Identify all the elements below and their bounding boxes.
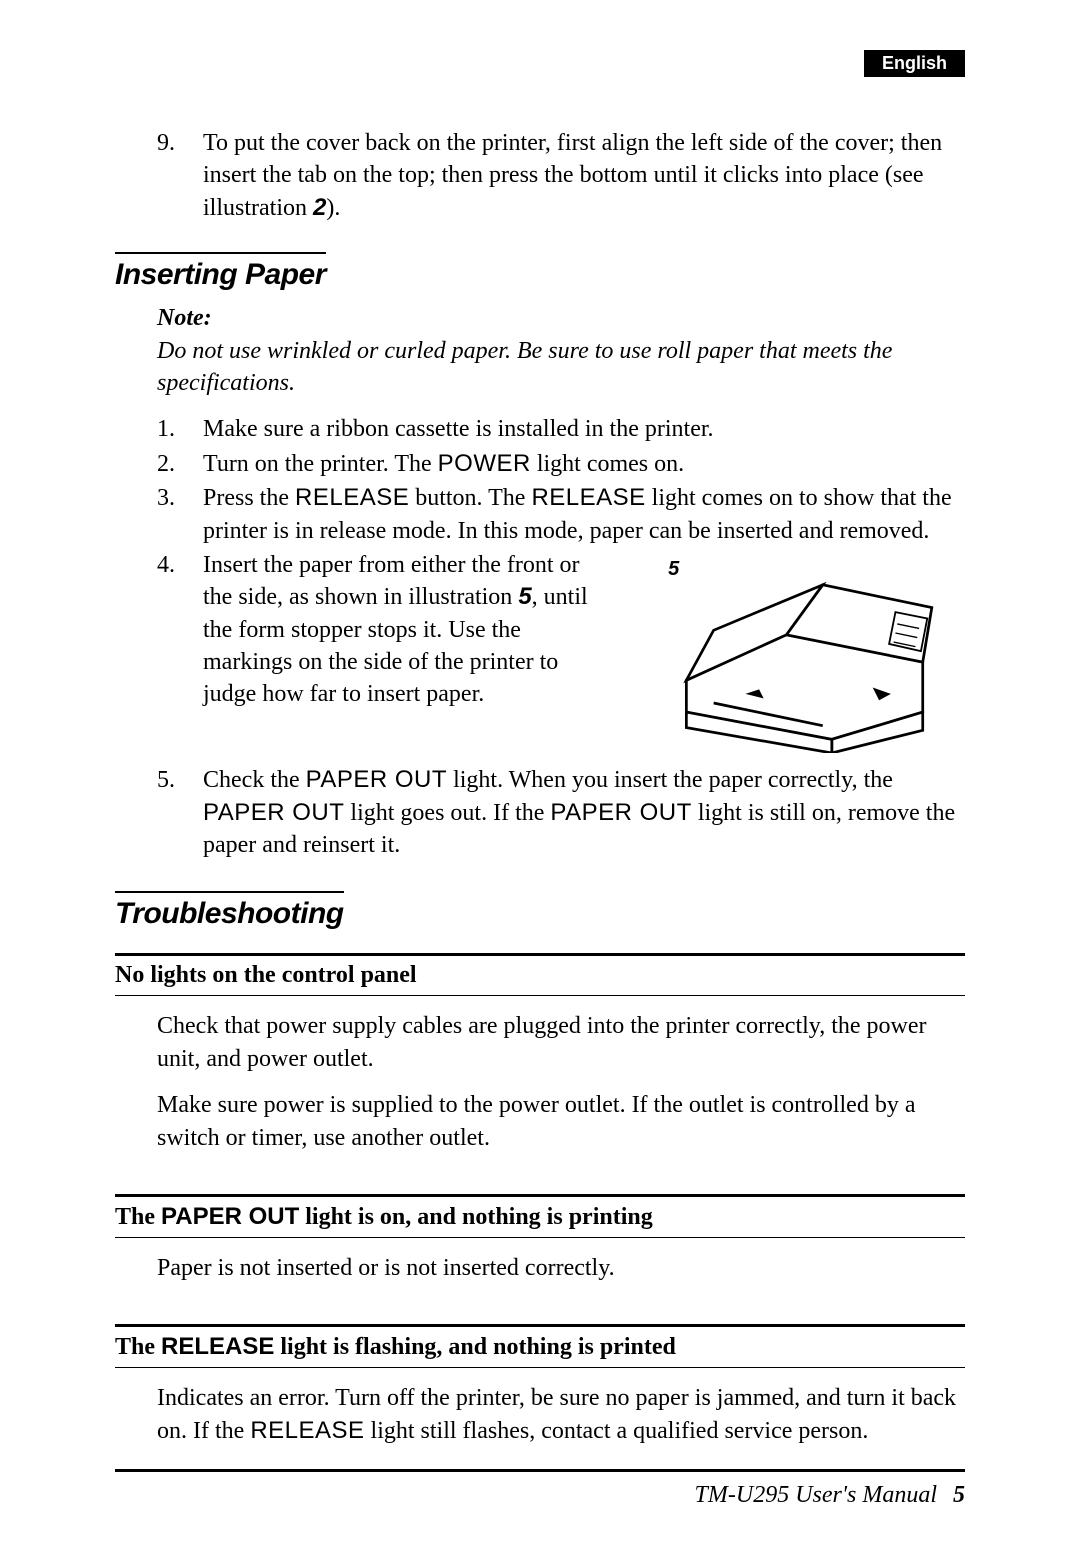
step-text: Insert the paper from either the front o… [203, 549, 965, 762]
page-number: 5 [953, 1482, 965, 1508]
text: Paper is not inserted or is not inserted… [157, 1252, 965, 1284]
heading-inserting-paper: Inserting Paper [115, 252, 326, 292]
step-text: Check the PAPER OUT light. When you inse… [203, 764, 965, 861]
step-item: 2. Turn on the printer. The POWER light … [157, 448, 965, 480]
text: Turn on the printer. The [203, 451, 438, 477]
language-badge: English [864, 50, 965, 77]
ui-label: RELEASE [161, 1333, 274, 1360]
illustration-ref: 2 [313, 194, 326, 221]
text: light comes on. [531, 451, 684, 477]
text: Check that power supply cables are plugg… [157, 1010, 965, 1075]
step-number: 4. [157, 549, 203, 762]
manual-title: TM-U295 User's Manual [695, 1482, 937, 1508]
text: Press the [203, 485, 295, 511]
steps-list: 1. Make sure a ribbon cassette is instal… [157, 413, 965, 861]
ui-label: PAPER OUT [203, 799, 344, 826]
step-number: 2. [157, 448, 203, 480]
ui-label: PAPER OUT [161, 1203, 299, 1230]
step-text: Press the RELEASE button. The RELEASE li… [203, 482, 965, 547]
step-item: 4. Insert the paper from either the fron… [157, 549, 965, 762]
text: ). [326, 195, 340, 221]
trouble-body-3: Indicates an error. Turn off the printer… [157, 1368, 965, 1465]
text: light is flashing, and nothing is printe… [274, 1334, 675, 1360]
ui-label: POWER [438, 450, 531, 477]
text: The [115, 1204, 161, 1230]
step-text: To put the cover back on the printer, fi… [203, 127, 965, 224]
ui-label: PAPER OUT [306, 766, 447, 793]
step-9: 9. To put the cover back on the printer,… [157, 127, 965, 224]
trouble-body-2: Paper is not inserted or is not inserted… [157, 1238, 965, 1302]
text: The [115, 1334, 161, 1360]
step-number: 5. [157, 764, 203, 861]
trouble-heading-3: The RELEASE light is flashing, and nothi… [115, 1324, 965, 1368]
ui-label: PAPER OUT [550, 799, 691, 826]
note-block: Note: Do not use wrinkled or curled pape… [157, 302, 965, 399]
divider [115, 1469, 965, 1472]
ui-label: RELEASE [250, 1417, 364, 1444]
text: light is on, and nothing is printing [299, 1204, 652, 1230]
step-number: 3. [157, 482, 203, 547]
step-item: 3. Press the RELEASE button. The RELEASE… [157, 482, 965, 547]
printer-illustration: 5 [635, 553, 965, 762]
text: Check the [203, 767, 306, 793]
ui-label: RELEASE [531, 484, 645, 511]
step-item: 5. Check the PAPER OUT light. When you i… [157, 764, 965, 861]
ui-label: RELEASE [295, 484, 409, 511]
step-item: 1. Make sure a ribbon cassette is instal… [157, 413, 965, 445]
step-number: 1. [157, 413, 203, 445]
note-label: Note: [157, 302, 965, 334]
text: light. When you insert the paper correct… [447, 767, 893, 793]
step-text: Turn on the printer. The POWER light com… [203, 448, 965, 480]
text: light still flashes, contact a qualified… [365, 1418, 869, 1444]
step-number: 9. [157, 127, 203, 224]
note-text: Do not use wrinkled or curled paper. Be … [157, 335, 965, 400]
illustration-ref: 5 [518, 583, 531, 610]
trouble-heading-2: The PAPER OUT light is on, and nothing i… [115, 1194, 965, 1238]
page-footer: TM-U295 User's Manual 5 [115, 1482, 965, 1509]
figure-label: 5 [668, 558, 680, 580]
trouble-heading-1: No lights on the control panel [115, 953, 965, 996]
step-text: Make sure a ribbon cassette is installed… [203, 413, 965, 445]
text: light goes out. If the [344, 800, 550, 826]
text: Make sure power is supplied to the power… [157, 1089, 965, 1154]
text: button. The [409, 485, 531, 511]
text: Indicates an error. Turn off the printer… [157, 1382, 965, 1447]
trouble-body-1: Check that power supply cables are plugg… [157, 996, 965, 1172]
printer-icon: 5 [635, 553, 965, 753]
heading-troubleshooting: Troubleshooting [115, 891, 344, 931]
